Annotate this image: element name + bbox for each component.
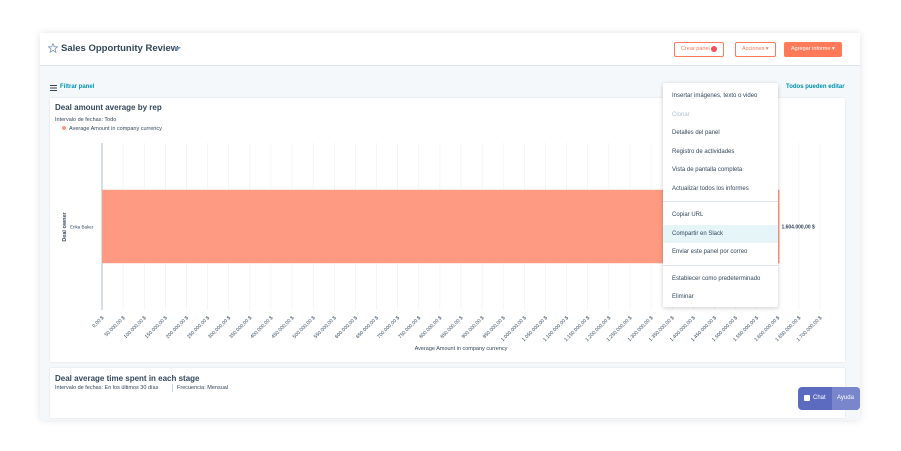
- legend-label: Average Amount in company currency: [69, 126, 162, 132]
- actions-button[interactable]: Acciones ▾: [735, 42, 776, 57]
- separator: [172, 384, 173, 392]
- chat-widget[interactable]: Chat Ayuda: [798, 387, 860, 410]
- category-label: Erika Baker: [70, 225, 94, 230]
- legend-swatch: [62, 126, 66, 130]
- actions-menu: Insertar imágenes, texto o video Clonar De…: [663, 83, 778, 307]
- menu-item[interactable]: Eliminar: [672, 294, 694, 300]
- card-frequency: Frecuencia: Mensual: [177, 385, 229, 391]
- title-caret[interactable]: [173, 46, 181, 52]
- menu-item[interactable]: Registro de actividades: [672, 148, 735, 155]
- filter-link[interactable]: Filtrar panel: [60, 84, 95, 90]
- card-range: Intervalo de fechas: En los últimos 30 d…: [55, 385, 159, 391]
- chart-title: Deal amount average by rep: [55, 103, 162, 112]
- create-button[interactable]: Crear panel: [674, 42, 725, 57]
- menu-item[interactable]: Clonar: [672, 111, 690, 118]
- menu-divider: [663, 201, 778, 202]
- dashboard-title: Sales Opportunity Review: [61, 43, 179, 54]
- menu-item[interactable]: Compartir en Slack: [663, 224, 778, 243]
- x-axis-title: Average Amount in company currency: [415, 346, 508, 352]
- menu-item[interactable]: Enviar este panel por correo: [672, 249, 748, 255]
- menu-item[interactable]: Detalles del panel: [672, 130, 720, 136]
- add-report-button[interactable]: Agregar informe ▾: [784, 42, 842, 57]
- help-label[interactable]: Ayuda: [837, 395, 854, 401]
- card-title: Deal average time spent in each stage: [55, 374, 200, 383]
- x-tick-label: 0,00 $: [91, 315, 105, 329]
- chat-label[interactable]: Chat: [813, 395, 826, 401]
- sharing-link[interactable]: Todos pueden editar: [786, 84, 845, 90]
- star-icon[interactable]: [48, 43, 58, 53]
- menu-item[interactable]: Copiar URL: [672, 212, 704, 218]
- menu-item[interactable]: Actualizar todos los informes: [672, 185, 749, 192]
- menu-item[interactable]: Insertar imágenes, texto o video: [672, 93, 758, 99]
- menu-item[interactable]: Establecer como predeterminado: [672, 275, 761, 282]
- report-card: [50, 368, 845, 418]
- y-axis-title: Deal owner: [62, 211, 68, 241]
- button-label: Crear panel: [681, 46, 710, 52]
- help-area[interactable]: [832, 387, 860, 410]
- chart-subtitle: Intervalo de fechas: Todo: [55, 117, 116, 123]
- menu-item[interactable]: Vista de pantalla completa: [672, 167, 743, 173]
- filter-icon: [50, 85, 57, 91]
- chat-icon: [804, 395, 810, 401]
- button-label: Agregar informe: [791, 46, 831, 52]
- value-label: 1.604.000,00 $: [781, 225, 815, 231]
- menu-divider: [663, 264, 778, 266]
- button-label: Acciones: [742, 46, 765, 52]
